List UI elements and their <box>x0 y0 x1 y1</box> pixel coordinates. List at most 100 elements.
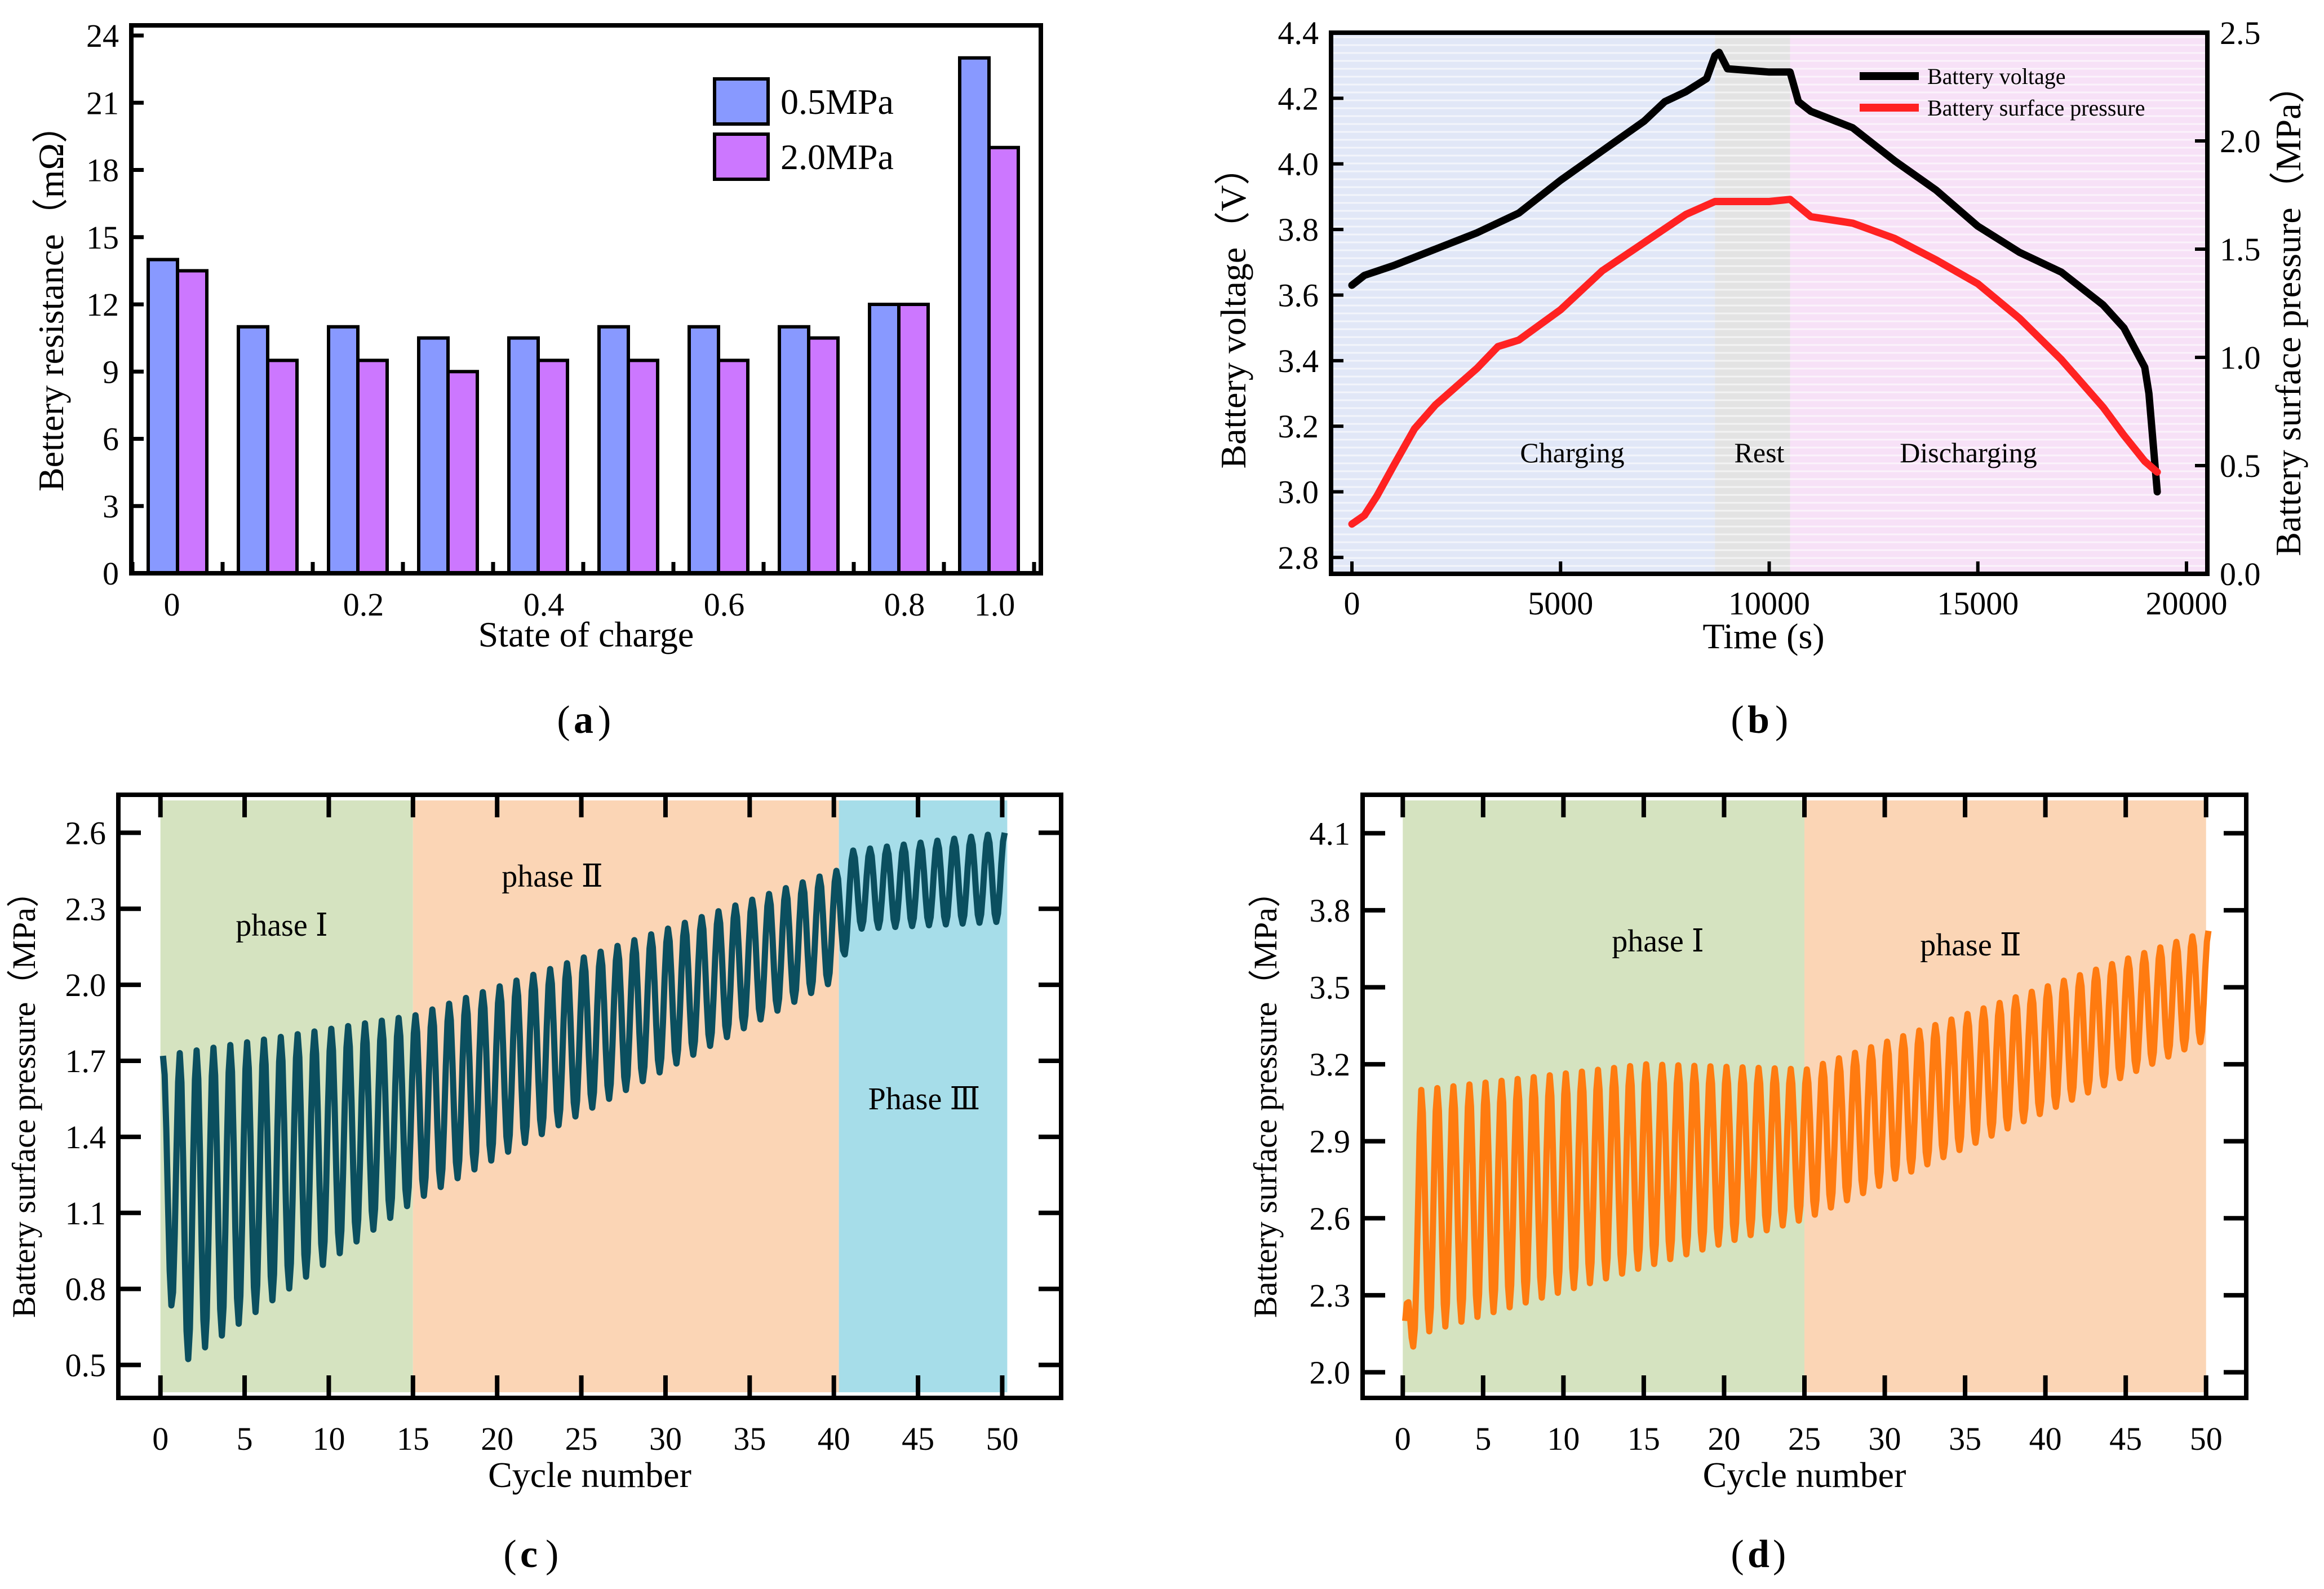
panel-c-x-axis-title: Cycle number <box>488 1455 691 1495</box>
bar-a-05MPa-3 <box>419 338 448 573</box>
b-ytick-label: 4.0 <box>1278 146 1319 183</box>
panel-c-caption-close: ) <box>545 1533 558 1576</box>
panel-c-xtick-label: 45 <box>902 1420 934 1457</box>
a-ytick-label: 0 <box>103 555 119 592</box>
panel-c-ytick-label: 0.5 <box>65 1347 107 1384</box>
bar-a-20MPa-6 <box>719 360 748 573</box>
b-ytick-label: 4.2 <box>1278 80 1319 117</box>
panel-c-xtick-label: 35 <box>733 1420 766 1457</box>
a-legend-label-1: 2.0MPa <box>780 137 894 177</box>
a-xtick-label: 0.6 <box>704 586 745 623</box>
b-y-axis-title: Battery voltage（V） <box>1213 149 1253 469</box>
a-ytick-label: 6 <box>103 421 119 458</box>
panel-c-xtick-label: 0 <box>152 1420 168 1457</box>
b-xtick-label: 20000 <box>2145 585 2227 622</box>
bar-a-05MPa-6 <box>689 327 719 573</box>
a-legend-swatch-1 <box>715 134 768 179</box>
b-y2tick-label: 2.5 <box>2220 15 2261 51</box>
panel-c-ytick-label: 1.1 <box>65 1195 107 1232</box>
panel-c-ytick-label: 2.3 <box>65 891 107 927</box>
panel-c-phase-label-0: phase Ⅰ <box>236 908 328 943</box>
panel-c-ytick-label: 1.7 <box>65 1043 107 1079</box>
a-caption-letter: a <box>574 698 593 742</box>
a-ytick-label: 9 <box>103 353 119 390</box>
b-x-axis-title: Time (s) <box>1702 616 1824 656</box>
bar-a-20MPa-5 <box>628 360 658 573</box>
b-region-0 <box>1331 33 1715 574</box>
panel-d-xtick-label: 30 <box>1869 1420 1901 1457</box>
panel-d-caption-close: ) <box>1773 1533 1786 1576</box>
panel-d-ytick-label: 4.1 <box>1310 815 1351 852</box>
bar-a-05MPa-2 <box>329 327 358 573</box>
panel-c-ytick-label: 0.8 <box>65 1271 107 1308</box>
b-ytick-label: 3.4 <box>1278 343 1319 379</box>
b-xtick-label: 15000 <box>1937 585 2019 622</box>
panel-d-xtick-label: 20 <box>1707 1420 1740 1457</box>
panel-d-ytick-label: 3.8 <box>1310 892 1351 929</box>
panel-c-phase-label-1: phase Ⅱ <box>502 859 603 894</box>
panel-c-xtick-label: 10 <box>312 1420 345 1457</box>
b-region-label-0: Charging <box>1520 437 1624 468</box>
b-ytick-label: 4.4 <box>1278 15 1319 51</box>
panel-d-xtick-label: 45 <box>2109 1420 2142 1457</box>
panel-d-caption-open: ( <box>1731 1533 1744 1576</box>
a-ytick-label: 12 <box>86 286 119 323</box>
figure: 036912151821240 0.2 0.4 0.6 0.8 1.0State of c… <box>0 0 2324 1589</box>
panel-c-xtick-label: 5 <box>237 1420 253 1457</box>
panel-d-xtick-label: 50 <box>2190 1420 2223 1457</box>
bar-a-05MPa-4 <box>509 338 538 573</box>
a-xtick-label: 0.2 <box>343 586 384 623</box>
b-y2tick-label: 1.0 <box>2220 339 2261 376</box>
a-ytick-label: 15 <box>86 219 119 256</box>
bar-a-05MPa-5 <box>599 327 628 573</box>
b-legend-label-0: Battery voltage <box>1927 64 2065 89</box>
a-ytick-label: 18 <box>86 152 119 189</box>
b-y2tick-label: 2.0 <box>2220 123 2261 160</box>
panel-d-ytick-label: 2.0 <box>1310 1354 1351 1391</box>
bar-a-20MPa-8 <box>899 304 928 573</box>
b-ytick-label: 3.2 <box>1278 408 1319 445</box>
panel-d-ytick-label: 2.9 <box>1310 1123 1351 1160</box>
b-xtick-label: 0 <box>1344 585 1360 622</box>
b-y2-axis-title: Battery surface pressure（MPa） <box>2268 67 2308 556</box>
panel-d-xtick-label: 15 <box>1627 1420 1660 1457</box>
panel-c-ytick-label: 1.4 <box>65 1119 107 1156</box>
bar-a-05MPa-9 <box>960 58 989 573</box>
bar-a-20MPa-4 <box>538 360 567 573</box>
panel-c-xtick-label: 50 <box>986 1420 1018 1457</box>
b-ytick-label: 3.8 <box>1278 211 1319 248</box>
panel-c-ytick-label: 2.6 <box>65 815 107 851</box>
panel-c-xtick-label: 20 <box>481 1420 513 1457</box>
panel-d-ytick-label: 3.2 <box>1310 1046 1351 1083</box>
a-xtick-label: 0.8 <box>884 586 925 623</box>
b-ytick-label: 2.8 <box>1278 539 1319 576</box>
a-caption-close: ) <box>598 698 611 742</box>
a-ytick-label: 21 <box>86 85 119 121</box>
bar-a-20MPa-0 <box>178 271 207 573</box>
a-y-axis-title: Bettery resistance（mΩ） <box>31 107 71 492</box>
panel-d-xtick-label: 10 <box>1547 1420 1580 1457</box>
bar-a-20MPa-1 <box>268 360 297 573</box>
panel-c-xtick-label: 15 <box>397 1420 429 1457</box>
a-xtick-label: 1.0 <box>974 586 1015 623</box>
a-x-axis-title: State of charge <box>478 614 694 654</box>
bar-a-20MPa-2 <box>358 360 387 573</box>
panel-c-xtick-label: 30 <box>649 1420 682 1457</box>
panel-d-xtick-label: 25 <box>1788 1420 1821 1457</box>
bar-a-20MPa-7 <box>809 338 838 573</box>
a-legend-swatch-0 <box>715 79 768 124</box>
bar-a-05MPa-0 <box>148 260 178 574</box>
panel-d-ytick-label: 3.5 <box>1310 969 1351 1006</box>
b-caption-letter: b <box>1748 698 1769 742</box>
a-caption-open: ( <box>557 698 570 742</box>
b-legend-label-1: Battery surface pressure <box>1927 95 2145 121</box>
bar-a-05MPa-1 <box>238 327 268 573</box>
panel-d-ytick-label: 2.3 <box>1310 1277 1351 1314</box>
b-xtick-label: 5000 <box>1528 585 1593 622</box>
panel-d-xtick-label: 40 <box>2029 1420 2062 1457</box>
bar-a-05MPa-7 <box>779 327 809 573</box>
b-region-label-1: Rest <box>1735 437 1785 468</box>
panel-c-xtick-label: 25 <box>565 1420 598 1457</box>
panel-d-xtick-label: 5 <box>1475 1420 1491 1457</box>
b-ytick-label: 3.6 <box>1278 277 1319 313</box>
